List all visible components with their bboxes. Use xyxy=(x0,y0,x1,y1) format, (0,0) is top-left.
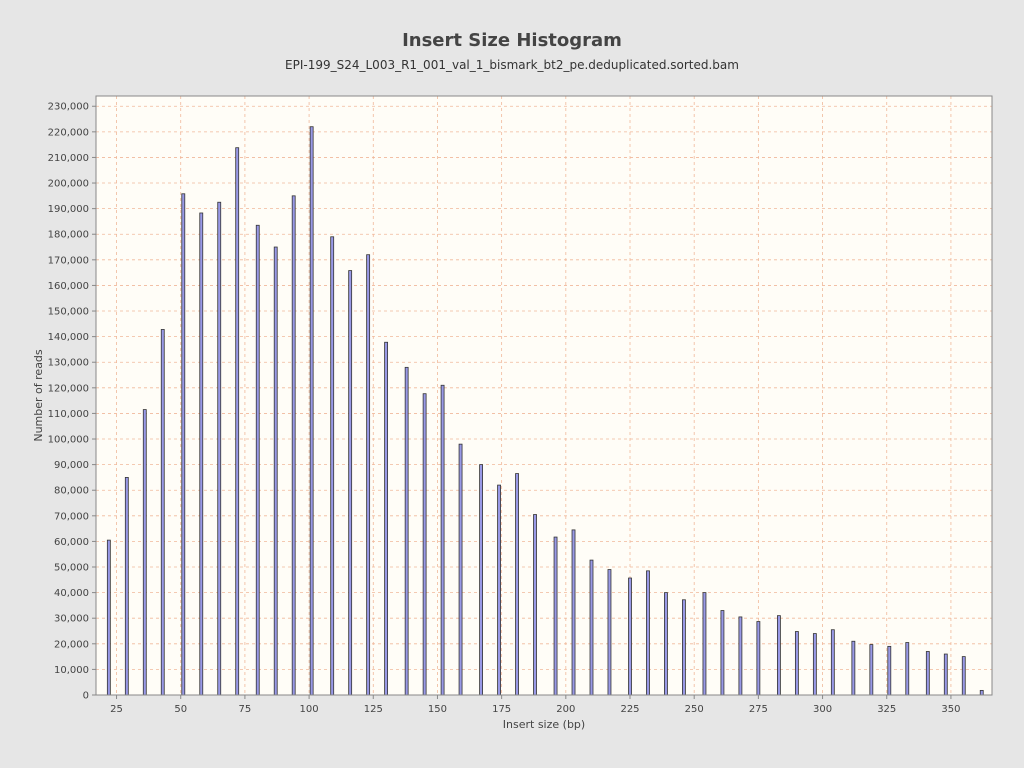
histogram-bar xyxy=(142,409,147,696)
histogram-bar xyxy=(255,224,260,696)
histogram-bar xyxy=(181,193,186,696)
histogram-bar xyxy=(702,592,707,696)
histogram-bar xyxy=(869,644,874,696)
histogram-bar xyxy=(925,651,930,696)
x-tick-label: 100 xyxy=(300,704,319,715)
histogram-bar xyxy=(553,536,558,696)
chart-subtitle: EPI-199_S24_L003_R1_001_val_1_bismark_bt… xyxy=(285,58,739,72)
histogram-bar xyxy=(777,615,781,696)
x-tick-label: 325 xyxy=(877,704,896,715)
x-tick-label: 250 xyxy=(685,704,704,715)
histogram-bar xyxy=(589,559,594,696)
chart-title: Insert Size Histogram xyxy=(402,30,622,51)
histogram-bar xyxy=(366,254,371,696)
x-tick-label: 150 xyxy=(428,704,447,715)
x-tick-label: 50 xyxy=(174,704,187,715)
y-tick-label: 130,000 xyxy=(48,358,89,369)
y-tick-label: 140,000 xyxy=(48,332,89,343)
y-tick-label: 30,000 xyxy=(54,614,89,625)
y-tick-label: 170,000 xyxy=(48,255,89,266)
y-tick-label: 10,000 xyxy=(54,665,89,676)
histogram-bar xyxy=(440,384,445,696)
histogram-bar xyxy=(497,484,501,696)
y-tick-label: 200,000 xyxy=(48,179,89,190)
y-tick-label: 80,000 xyxy=(54,486,89,497)
y-tick-label: 230,000 xyxy=(48,102,89,113)
histogram-bar xyxy=(384,341,389,696)
histogram-bar xyxy=(515,473,519,696)
histogram-bar xyxy=(646,570,650,696)
histogram-bar xyxy=(404,366,409,696)
plot-area xyxy=(96,96,992,695)
y-tick-label: 0 xyxy=(83,691,89,702)
x-tick-label: 175 xyxy=(492,704,511,715)
histogram-bar xyxy=(830,629,835,696)
x-tick-label: 200 xyxy=(556,704,575,715)
x-tick-label: 225 xyxy=(620,704,639,715)
histogram-bar xyxy=(124,477,129,696)
histogram-bar xyxy=(348,270,353,696)
y-tick-label: 70,000 xyxy=(54,511,89,522)
y-axis-label: Number of reads xyxy=(32,349,45,442)
x-tick-label: 350 xyxy=(941,704,960,715)
y-tick-label: 190,000 xyxy=(48,204,89,215)
histogram-bar xyxy=(961,656,966,696)
y-tick-label: 50,000 xyxy=(54,563,89,574)
x-axis: 25 50 75 100 125 150 175 200 225 250 275 300 325 350 xyxy=(110,695,960,715)
y-tick-label: 90,000 xyxy=(54,460,89,471)
y-axis: 0 10,000 20,000 30,000 40,000 50,000 60,000 70,… xyxy=(48,102,96,702)
histogram-bar xyxy=(217,201,222,696)
y-tick-label: 40,000 xyxy=(54,588,89,599)
histogram-bar xyxy=(628,577,632,696)
x-axis-label: Insert size (bp) xyxy=(503,718,585,731)
y-tick-label: 20,000 xyxy=(54,639,89,650)
x-tick-label: 125 xyxy=(364,704,383,715)
y-tick-label: 120,000 xyxy=(48,383,89,394)
histogram-bar xyxy=(905,642,910,696)
y-tick-label: 100,000 xyxy=(48,435,89,446)
histogram-bar xyxy=(738,616,743,696)
y-tick-label: 160,000 xyxy=(48,281,89,292)
histogram-bar xyxy=(851,640,856,696)
histogram-bar xyxy=(533,514,537,696)
histogram-bar xyxy=(720,610,725,696)
histogram-bar xyxy=(812,633,817,696)
histogram-bar xyxy=(943,653,948,696)
histogram-bar xyxy=(794,631,799,696)
histogram-bar xyxy=(571,529,576,696)
y-tick-label: 60,000 xyxy=(54,537,89,548)
histogram-bar xyxy=(607,569,612,696)
y-tick-label: 220,000 xyxy=(48,127,89,138)
histogram-bar xyxy=(458,443,463,696)
histogram-bar xyxy=(199,212,204,696)
histogram-bar xyxy=(479,464,484,696)
x-tick-label: 75 xyxy=(239,704,252,715)
x-tick-label: 25 xyxy=(110,704,123,715)
histogram-bar xyxy=(273,246,278,696)
histogram-bar xyxy=(291,195,296,696)
y-tick-label: 110,000 xyxy=(48,409,89,420)
histogram-bar xyxy=(160,329,165,696)
histogram-bar xyxy=(887,645,892,696)
x-tick-label: 300 xyxy=(813,704,832,715)
histogram-bar xyxy=(422,393,427,696)
histogram-bar xyxy=(106,539,111,696)
x-tick-label: 275 xyxy=(749,704,768,715)
histogram-bar xyxy=(664,592,668,696)
histogram-bar xyxy=(235,147,240,696)
histogram-bar xyxy=(682,599,686,696)
plot-frame xyxy=(95,95,993,696)
histogram-bar xyxy=(756,621,761,696)
histogram-bar xyxy=(979,689,984,696)
y-tick-label: 210,000 xyxy=(48,153,89,164)
histogram-bar xyxy=(330,236,335,696)
y-tick-label: 180,000 xyxy=(48,230,89,241)
histogram-bar xyxy=(309,126,314,696)
y-tick-label: 150,000 xyxy=(48,307,89,318)
